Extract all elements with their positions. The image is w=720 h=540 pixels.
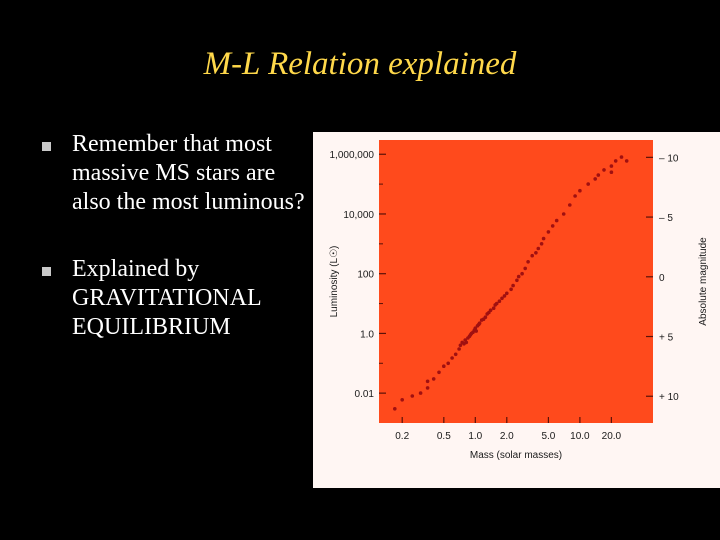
data-point bbox=[578, 188, 582, 193]
data-point bbox=[500, 296, 504, 301]
bullet-item: Explained by GRAVITATIONAL EQUILIBRIUM bbox=[40, 255, 315, 342]
x-axis-label: Mass (solar masses) bbox=[470, 450, 562, 461]
data-point bbox=[530, 253, 534, 258]
bullet-text: Remember that most massive MS stars are … bbox=[72, 131, 305, 215]
data-point bbox=[515, 278, 519, 283]
y-tick-label: 0.01 bbox=[355, 389, 375, 400]
y-tick-label: 100 bbox=[357, 270, 374, 281]
data-point bbox=[509, 287, 513, 292]
data-point bbox=[477, 321, 482, 325]
data-point bbox=[602, 168, 606, 172]
data-point bbox=[523, 266, 527, 271]
x-tick-label: 0.5 bbox=[437, 431, 451, 442]
data-point bbox=[511, 283, 515, 288]
bullet-text: Explained by GRAVITATIONAL EQUILIBRIUM bbox=[72, 256, 261, 340]
data-point bbox=[491, 306, 496, 310]
data-point bbox=[586, 182, 590, 186]
data-point bbox=[410, 394, 415, 398]
y2-tick-label: + 10 bbox=[659, 392, 679, 403]
data-point bbox=[488, 308, 493, 312]
data-point bbox=[502, 294, 507, 298]
y-tick-label: 1,000,000 bbox=[330, 150, 375, 161]
data-point bbox=[494, 301, 499, 306]
mass-luminosity-figure: 0.01 1.0 100 10,000 1,000,000 – 10 – 5 0 + 5 + 10… bbox=[313, 132, 720, 488]
square-bullet-icon bbox=[42, 267, 51, 276]
bullet-list: Remember that most massive MS stars are … bbox=[40, 130, 315, 380]
data-point bbox=[453, 352, 458, 357]
x-tick-label: 5.0 bbox=[541, 431, 555, 442]
data-point bbox=[568, 203, 572, 207]
data-point bbox=[473, 326, 478, 330]
data-point bbox=[520, 271, 524, 276]
y-tick-label: 10,000 bbox=[343, 210, 374, 221]
data-point bbox=[458, 343, 463, 348]
y2-tick-label: – 10 bbox=[659, 153, 679, 164]
data-point bbox=[613, 159, 618, 163]
data-point bbox=[450, 356, 454, 360]
y2-axis-label: Absolute magnitude bbox=[698, 237, 709, 326]
data-point bbox=[418, 391, 423, 395]
mass-luminosity-chart: 0.01 1.0 100 10,000 1,000,000 – 10 – 5 0 + 5 + 10… bbox=[329, 140, 709, 461]
data-point bbox=[609, 164, 614, 168]
data-point bbox=[619, 155, 624, 159]
x-tick-label: 1.0 bbox=[468, 431, 482, 442]
data-point bbox=[437, 370, 441, 375]
data-point bbox=[446, 361, 450, 366]
data-point bbox=[539, 242, 544, 246]
data-point bbox=[393, 407, 397, 411]
y-axis-label: Luminosity (L☉) bbox=[329, 246, 340, 318]
slide-title: M-L Relation explained bbox=[203, 46, 517, 82]
data-point bbox=[541, 236, 546, 241]
data-point bbox=[464, 340, 469, 345]
data-point bbox=[516, 274, 521, 279]
data-point bbox=[534, 251, 538, 255]
data-point bbox=[497, 299, 502, 303]
square-bullet-icon bbox=[42, 142, 51, 151]
data-point bbox=[425, 386, 430, 390]
data-point bbox=[431, 377, 436, 381]
data-point bbox=[400, 398, 404, 402]
x-tick-label: 2.0 bbox=[500, 431, 514, 442]
bullet-item: Remember that most massive MS stars are … bbox=[40, 130, 315, 217]
data-point bbox=[550, 224, 555, 228]
y2-tick-label: 0 bbox=[659, 273, 665, 284]
data-point bbox=[609, 170, 614, 174]
y2-tick-label: + 5 bbox=[659, 333, 674, 344]
data-point bbox=[561, 212, 566, 216]
y-tick-label: 1.0 bbox=[360, 329, 374, 340]
data-point bbox=[593, 177, 597, 181]
data-point bbox=[474, 329, 478, 333]
data-point bbox=[425, 379, 430, 384]
data-point bbox=[505, 291, 509, 296]
x-tick-label: 20.0 bbox=[602, 431, 622, 442]
data-point bbox=[596, 173, 601, 177]
x-tick-label: 10.0 bbox=[570, 431, 590, 442]
data-point bbox=[442, 364, 446, 368]
data-point bbox=[546, 230, 551, 234]
data-point bbox=[573, 194, 577, 198]
data-point bbox=[536, 246, 541, 251]
data-point bbox=[526, 260, 530, 264]
data-point bbox=[483, 315, 488, 319]
x-tick-label: 0.2 bbox=[395, 431, 409, 442]
data-point bbox=[457, 347, 461, 351]
data-point bbox=[554, 218, 559, 223]
data-point bbox=[624, 159, 629, 163]
y2-tick-label: – 5 bbox=[659, 213, 673, 224]
